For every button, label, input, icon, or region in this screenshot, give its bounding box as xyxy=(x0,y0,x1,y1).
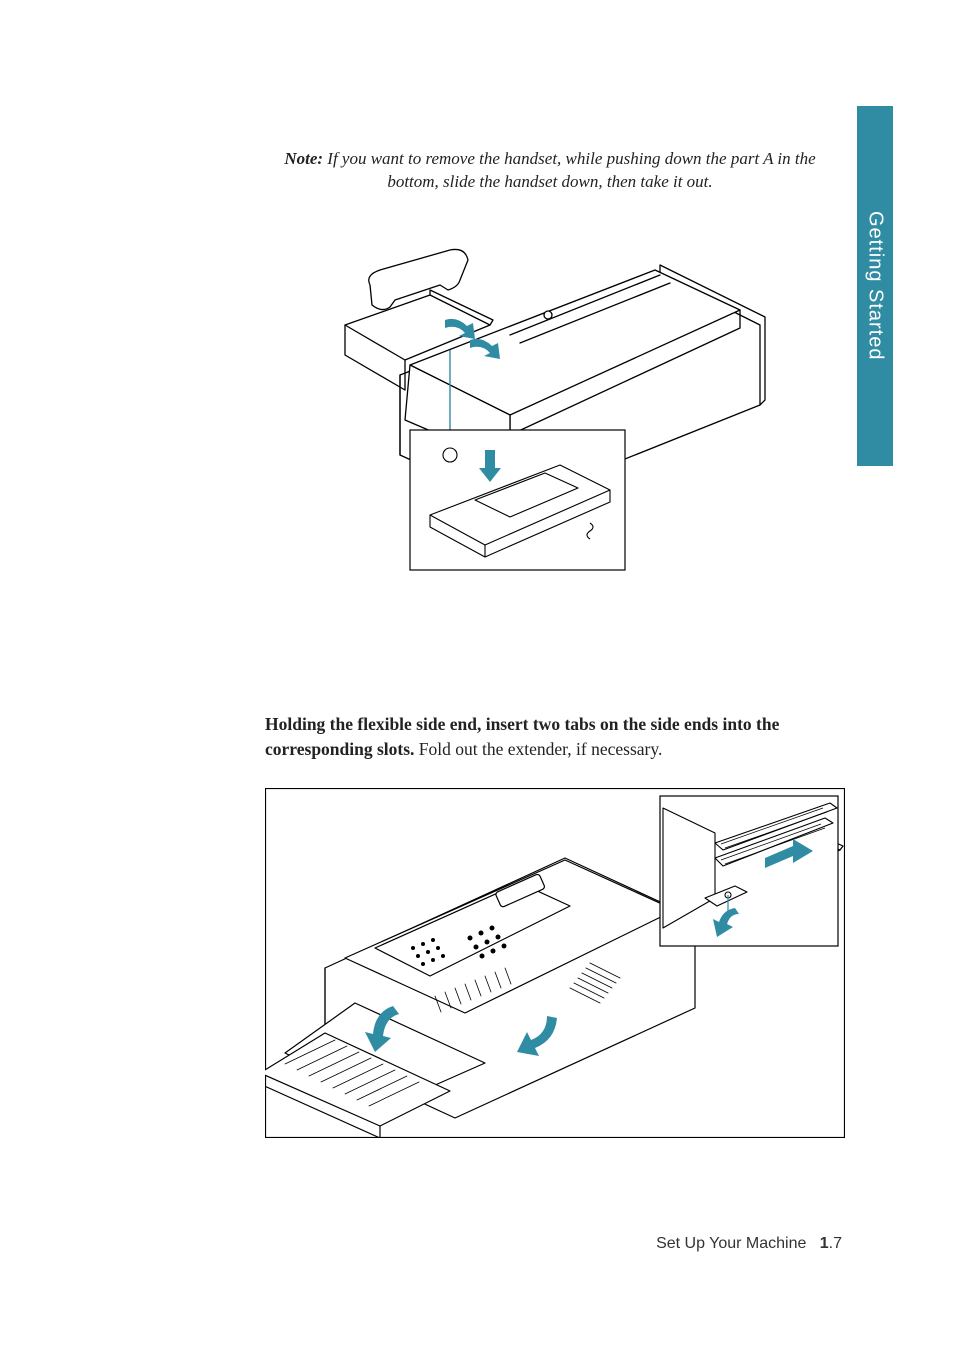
section-tab-label: Getting Started xyxy=(864,211,887,361)
note-label: Note: xyxy=(284,149,323,168)
note-paragraph: Note: If you want to remove the handset,… xyxy=(265,148,835,194)
page-footer: Set Up Your Machine 1.7 xyxy=(656,1235,842,1253)
footer-chapter: 1 xyxy=(820,1235,829,1252)
figure-tray xyxy=(265,788,845,1138)
figure-handset xyxy=(310,205,780,575)
manual-page: Getting Started Note: If you want to rem… xyxy=(0,0,954,1349)
instruction-rest: Fold out the extender, if necessary. xyxy=(414,739,662,759)
instruction-paragraph: Holding the flexible side end, insert tw… xyxy=(265,712,840,763)
footer-page: .7 xyxy=(829,1235,842,1252)
footer-section: Set Up Your Machine xyxy=(656,1235,806,1252)
note-body: If you want to remove the handset, while… xyxy=(327,149,815,191)
section-tab: Getting Started xyxy=(857,106,893,466)
